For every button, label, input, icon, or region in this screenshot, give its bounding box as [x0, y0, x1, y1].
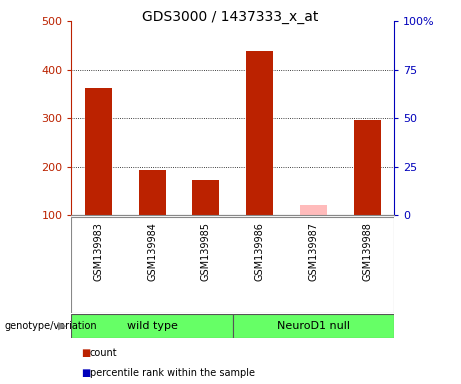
Text: GSM139988: GSM139988 [362, 222, 372, 281]
Text: GSM139987: GSM139987 [308, 222, 319, 281]
Bar [246, 51, 273, 215]
Bar [193, 180, 219, 215]
Text: ▶: ▶ [58, 321, 66, 331]
Bar [85, 88, 112, 215]
Bar [139, 170, 165, 215]
Text: genotype/variation: genotype/variation [5, 321, 97, 331]
Bar [71, 314, 233, 338]
Text: wild type: wild type [127, 321, 177, 331]
Text: NeuroD1 null: NeuroD1 null [277, 321, 350, 331]
Bar [233, 314, 394, 338]
Bar [354, 120, 381, 215]
Text: ■: ■ [81, 368, 90, 378]
Text: percentile rank within the sample: percentile rank within the sample [90, 368, 255, 378]
Text: GSM139983: GSM139983 [93, 222, 103, 281]
Text: GSM139984: GSM139984 [147, 222, 157, 281]
Text: GSM139986: GSM139986 [254, 222, 265, 281]
Text: ■: ■ [81, 348, 90, 358]
Bar [300, 205, 327, 215]
Text: count: count [90, 348, 118, 358]
Text: GDS3000 / 1437333_x_at: GDS3000 / 1437333_x_at [142, 10, 319, 23]
Text: GSM139985: GSM139985 [201, 222, 211, 281]
